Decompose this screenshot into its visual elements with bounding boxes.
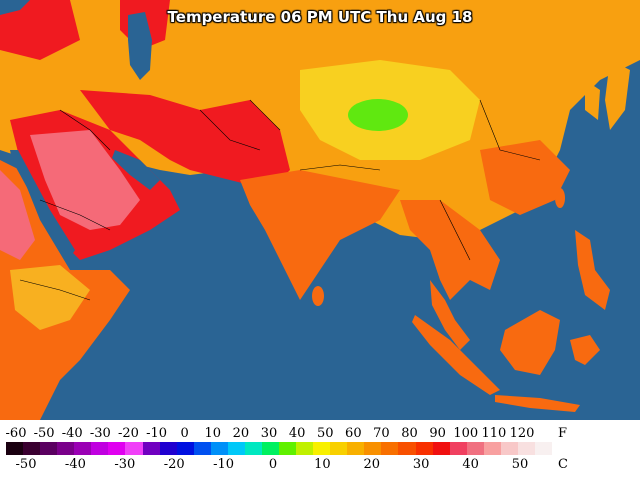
land-africa-west — [0, 170, 35, 260]
land-turkey-hot — [0, 0, 80, 60]
land-sri-lanka — [312, 286, 324, 306]
color-segment — [159, 442, 177, 455]
caspian-sea — [128, 12, 152, 80]
land-malay — [430, 280, 470, 350]
land-masses — [0, 0, 640, 420]
celsius-tick-label: -50 — [15, 457, 37, 472]
black-sea — [0, 0, 30, 15]
color-segment — [432, 442, 450, 455]
color-segment — [517, 442, 535, 455]
color-segment — [176, 442, 194, 455]
color-segment — [381, 442, 399, 455]
land-tibet-core — [348, 99, 408, 131]
color-segment — [500, 442, 518, 455]
celsius-tick-label: 0 — [268, 457, 278, 472]
fahrenheit-tick-label: -10 — [146, 426, 168, 441]
fahrenheit-tick-label: -20 — [117, 426, 139, 441]
celsius-tick-label: 50 — [511, 457, 529, 472]
color-segment — [279, 442, 297, 455]
fahrenheit-tick-label: 50 — [316, 426, 334, 441]
color-segment — [261, 442, 279, 455]
land-japan — [605, 60, 630, 130]
fahrenheit-tick-label: -50 — [33, 426, 55, 441]
fahrenheit-tick-label: 120 — [509, 426, 535, 441]
color-scale-bar — [6, 442, 552, 455]
land-korea — [585, 80, 600, 120]
fahrenheit-tick-label: 100 — [453, 426, 479, 441]
celsius-tick-label: -30 — [114, 457, 136, 472]
temperature-map — [0, 0, 640, 420]
persian-gulf — [112, 150, 160, 190]
color-segment — [227, 442, 245, 455]
fahrenheit-tick-label: 110 — [481, 426, 507, 441]
temperature-legend: -60 -50 -40 -30 -20 -10 0 10 20 30 40 50 60 70 80 90 100… — [0, 420, 640, 480]
celsius-tick-label: 30 — [412, 457, 430, 472]
color-segment — [57, 442, 75, 455]
fahrenheit-tick-label: 40 — [288, 426, 306, 441]
color-segment — [210, 442, 228, 455]
land-east-china — [480, 140, 570, 215]
color-segment — [74, 442, 92, 455]
land-arabia-core — [30, 130, 140, 230]
color-segment — [534, 442, 552, 455]
color-segment — [6, 442, 24, 455]
color-segment — [364, 442, 382, 455]
fahrenheit-unit: F — [558, 426, 568, 441]
celsius-tick-label: 10 — [314, 457, 331, 472]
land-ethiopia — [10, 265, 90, 330]
land-iran — [80, 90, 290, 190]
color-segment — [244, 442, 262, 455]
land-java — [495, 395, 580, 412]
color-segment — [23, 442, 41, 455]
land-sulawesi — [570, 335, 600, 365]
celsius-tick-label: -10 — [213, 457, 235, 472]
fahrenheit-tick-label: -40 — [61, 426, 83, 441]
color-segment — [398, 442, 416, 455]
color-segment — [347, 442, 365, 455]
land-sumatra — [412, 315, 500, 395]
land-philippines — [575, 230, 610, 310]
country-borders — [19, 99, 541, 301]
map-title: Temperature 06 PM UTC Thu Aug 18 — [167, 8, 473, 26]
celsius-tick-label: -20 — [163, 457, 185, 472]
color-segment — [142, 442, 160, 455]
color-segment — [330, 442, 348, 455]
land-borneo — [500, 310, 560, 375]
celsius-unit: C — [558, 457, 568, 472]
celsius-tick-label: 40 — [462, 457, 479, 472]
fahrenheit-tick-label: 90 — [429, 426, 446, 441]
color-segment — [193, 442, 211, 455]
color-segment — [449, 442, 467, 455]
color-segment — [108, 442, 126, 455]
land-indochina — [400, 200, 500, 300]
celsius-tick-label: 20 — [363, 457, 381, 472]
fahrenheit-tick-label: 0 — [180, 426, 189, 441]
color-segment — [91, 442, 109, 455]
color-segment — [466, 442, 484, 455]
color-segment — [125, 442, 143, 455]
land-india — [240, 170, 400, 300]
fahrenheit-tick-label: 20 — [232, 426, 250, 441]
celsius-tick-label: -40 — [64, 457, 86, 472]
color-segment — [296, 442, 314, 455]
color-segment — [40, 442, 58, 455]
fahrenheit-tick-label: -60 — [5, 426, 27, 441]
fahrenheit-tick-label: 30 — [260, 426, 278, 441]
fahrenheit-tick-label: 10 — [204, 426, 222, 441]
fahrenheit-tick-label: 80 — [401, 426, 418, 441]
color-segment — [483, 442, 501, 455]
fahrenheit-tick-label: 70 — [373, 426, 390, 441]
color-segment — [415, 442, 433, 455]
fahrenheit-tick-label: -30 — [89, 426, 111, 441]
red-sea — [10, 150, 75, 258]
color-segment — [313, 442, 331, 455]
fahrenheit-tick-label: 60 — [345, 426, 362, 441]
